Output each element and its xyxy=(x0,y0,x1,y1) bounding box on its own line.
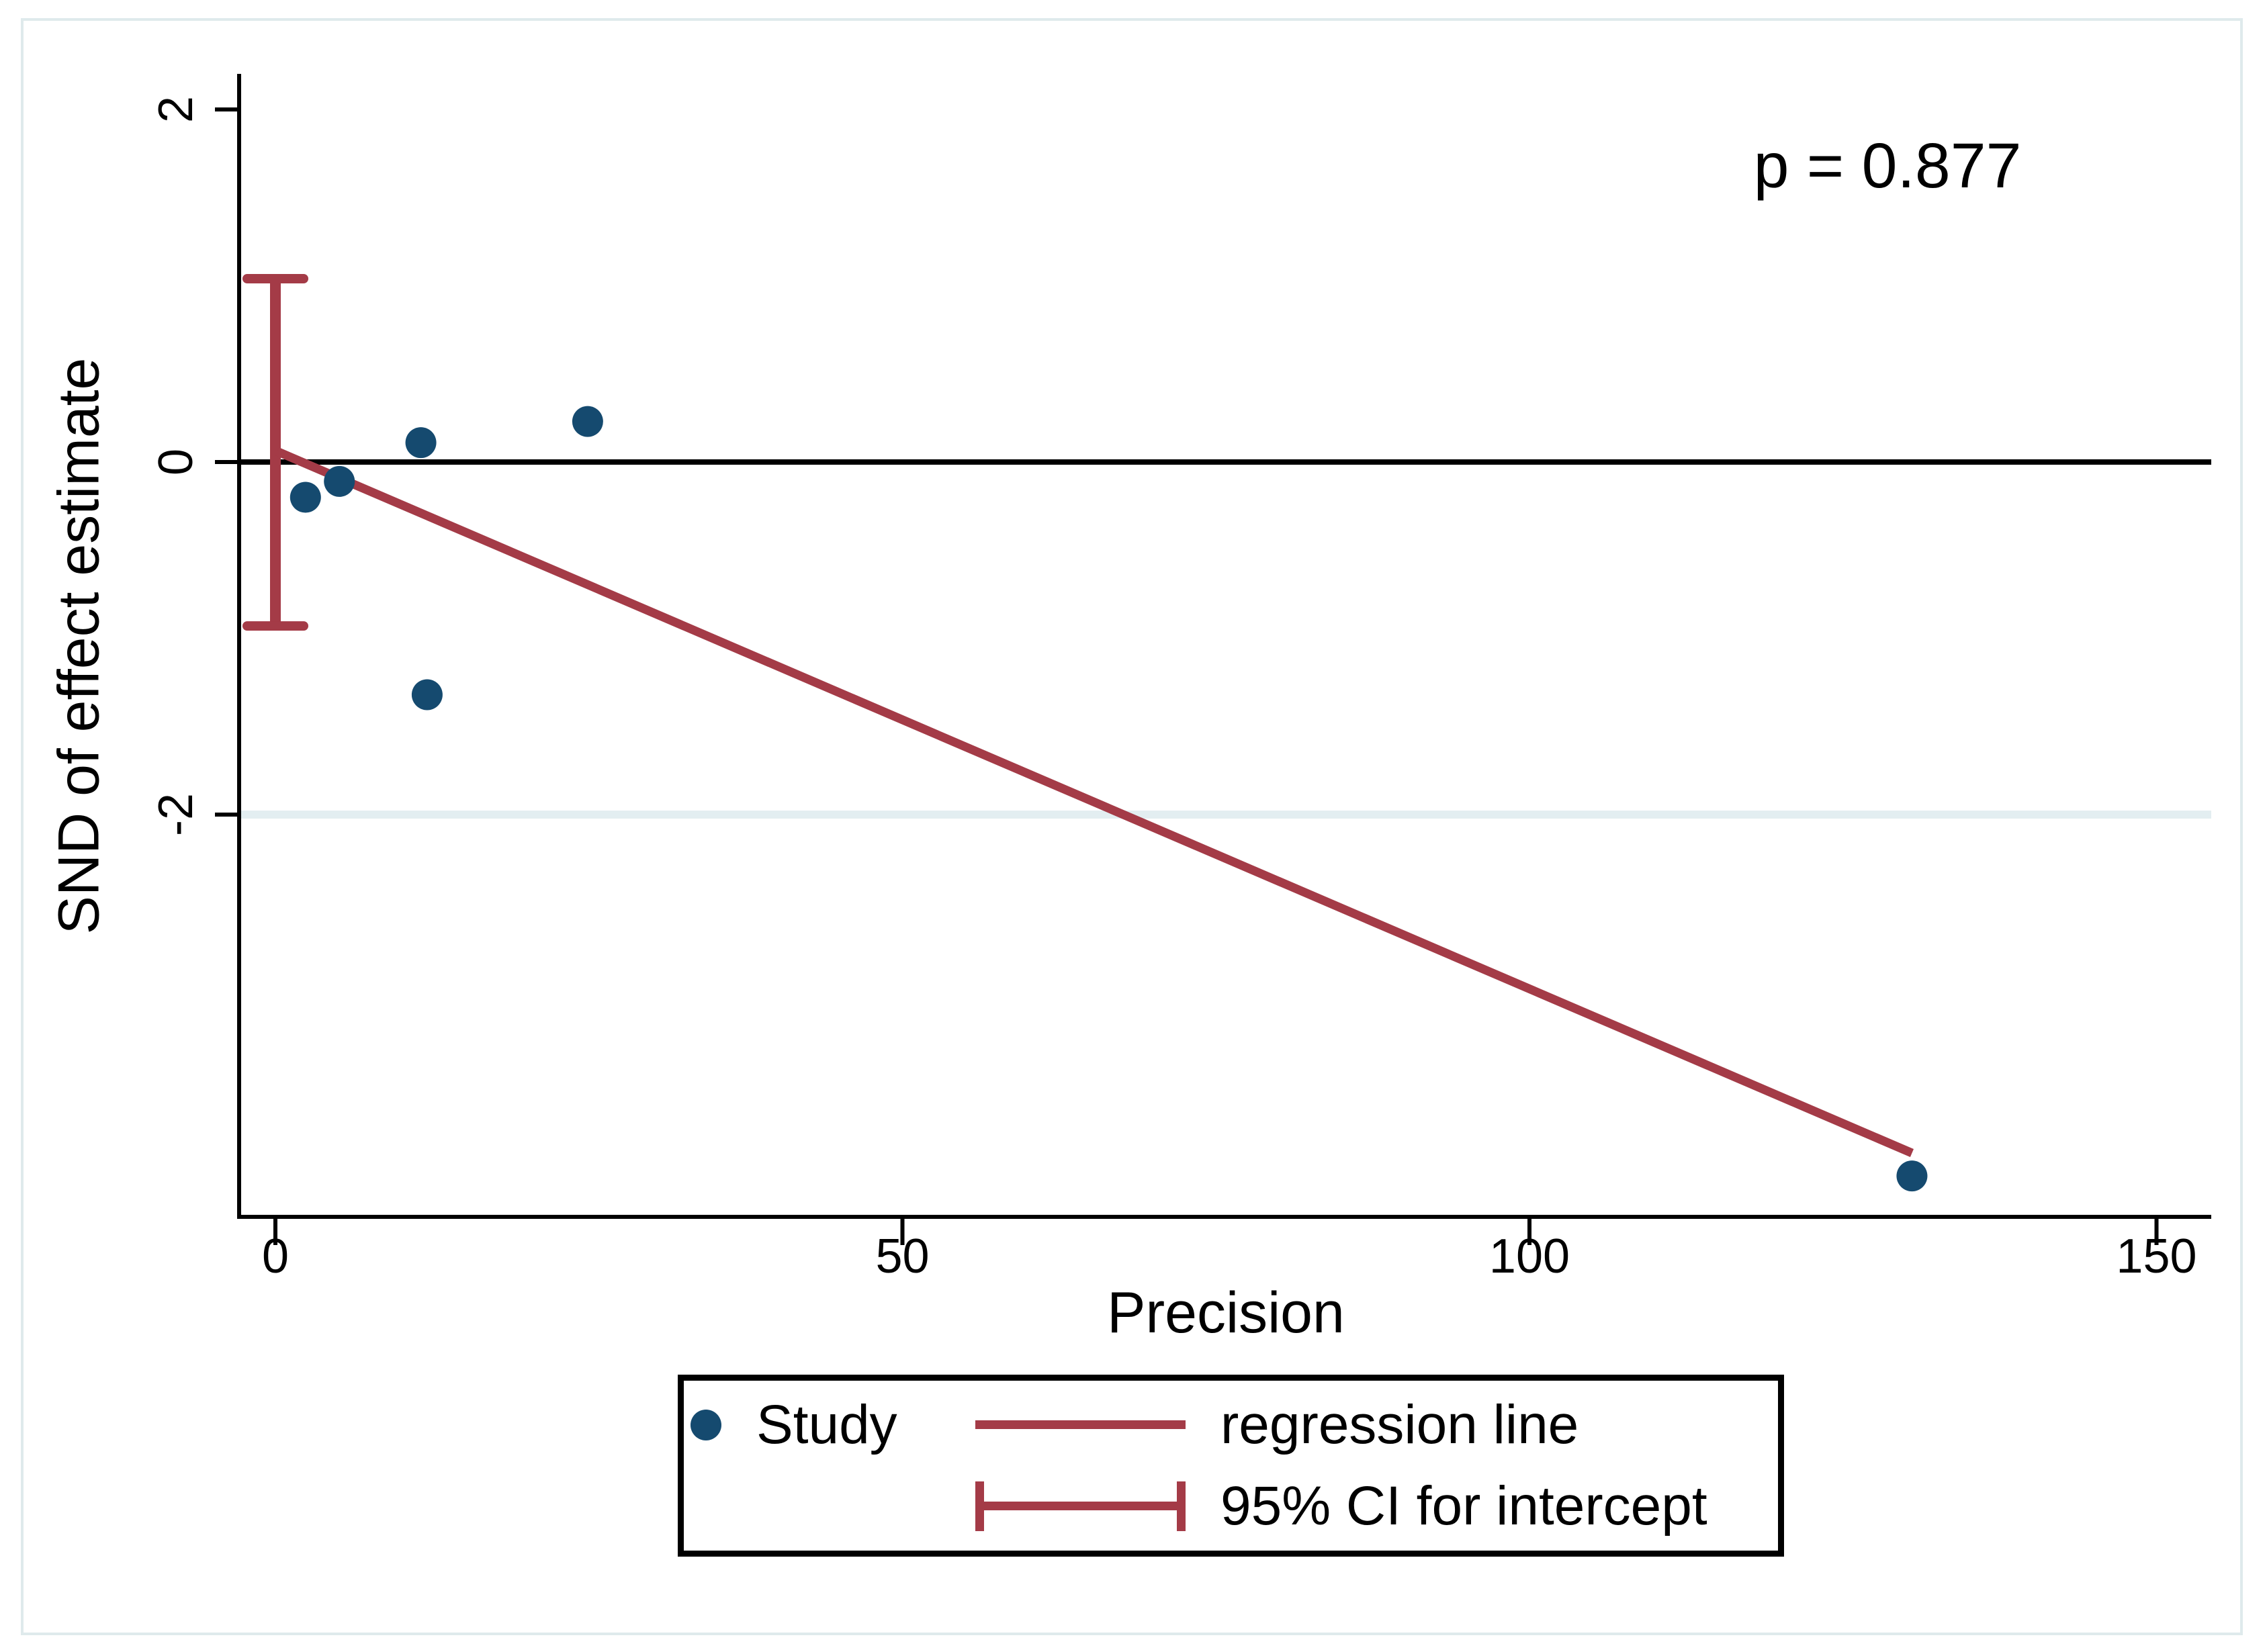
legend-study-entry: Study xyxy=(684,1393,975,1457)
study-data-point xyxy=(411,679,443,710)
legend-row-2: 95% CI for intercept xyxy=(684,1469,1778,1544)
x-tick-label: 150 xyxy=(2116,1230,2196,1283)
x-tick-label: 100 xyxy=(1489,1230,1570,1283)
legend-ci-label: 95% CI for intercept xyxy=(1220,1475,1707,1536)
ci-sample-right-cap xyxy=(1177,1481,1186,1531)
legend-regression-label: regression line xyxy=(1220,1394,1579,1456)
regression-line-sample-bar xyxy=(975,1420,1186,1430)
p-value-annotation: p = 0.877 xyxy=(1753,130,2022,201)
study-data-point xyxy=(405,427,437,459)
study-data-point xyxy=(1896,1160,1928,1192)
ci-sample-middle-bar xyxy=(975,1501,1186,1510)
study-data-point xyxy=(572,406,603,437)
y-axis-title-text: SND of effect estimate xyxy=(46,357,112,935)
x-tick-label: 0 xyxy=(262,1230,289,1283)
y-tick-label: 0 xyxy=(149,449,203,475)
x-tick-label: 50 xyxy=(875,1230,929,1283)
study-data-point xyxy=(290,481,321,513)
regression-line-sample-icon xyxy=(975,1400,1186,1450)
regression-line xyxy=(275,447,1914,1157)
study-marker-icon xyxy=(691,1410,721,1441)
y-tick-label: 2 xyxy=(149,96,203,123)
x-axis-title: Precision xyxy=(1107,1281,1345,1345)
ci-errorbar-sample-icon xyxy=(975,1481,1186,1531)
legend-row-1: Study regression line xyxy=(684,1387,1778,1463)
legend-study-label: Study xyxy=(756,1394,897,1456)
legend-box: Study regression line 95% CI for interce… xyxy=(678,1375,1784,1557)
study-data-point xyxy=(324,465,355,497)
y-tick-label: -2 xyxy=(149,793,203,836)
